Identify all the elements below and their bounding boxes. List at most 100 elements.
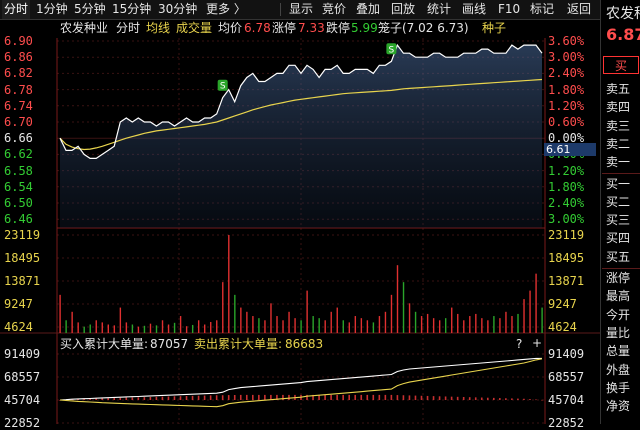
bigorder-diff-bar: [360, 394, 363, 401]
volume-bar: [252, 316, 254, 333]
auction-button[interactable]: 竞价: [322, 2, 347, 16]
bigorder-diff-bar: [306, 394, 308, 401]
volume-bar: [210, 321, 212, 333]
signal-mark-label: S: [389, 45, 395, 55]
bigorder-diff-bar: [468, 397, 471, 401]
bigorder-diff-bar: [282, 394, 284, 401]
add-icon[interactable]: +: [532, 336, 543, 350]
buy-button[interactable]: 买: [603, 56, 639, 74]
price-tick-label: 6.74: [4, 98, 33, 113]
bigorder-diff-bar: [414, 395, 417, 401]
tab-5min[interactable]: 5分钟: [74, 2, 106, 16]
volume-bar: [348, 322, 350, 333]
volume-bar: [312, 316, 314, 333]
bigorder-diff-bar: [426, 395, 429, 401]
tab-15min[interactable]: 15分钟: [112, 2, 152, 16]
volume-bar: [155, 325, 158, 333]
bigorder-diff-bar: [125, 397, 128, 401]
volume-bar: [161, 320, 164, 333]
help-icon[interactable]: ?: [516, 337, 523, 351]
bigorder-diff-bar: [312, 394, 314, 401]
volume-bar: [384, 311, 387, 333]
back-button[interactable]: 返回: [567, 2, 592, 16]
bigorder-diff-bar: [203, 395, 206, 401]
bigorder-diff-bar: [161, 396, 164, 401]
avg-price-label: 均价: [218, 21, 243, 35]
limit-down-label: 跌停: [326, 21, 351, 35]
limit-up-label: 涨停: [272, 21, 297, 35]
volume-tick-label: 13871: [4, 274, 41, 288]
bigorder-diff-bar: [366, 394, 369, 401]
price-tick-label: 6.86: [4, 50, 33, 65]
bigorder-diff-bar: [474, 397, 477, 401]
display-button[interactable]: 显示: [289, 2, 314, 16]
avg-line-label[interactable]: 均线: [146, 21, 171, 35]
f10-button[interactable]: F10: [498, 2, 521, 16]
statistics-button[interactable]: 统计: [427, 2, 452, 16]
bigorder-diff-bar: [288, 394, 290, 401]
volume-bar: [65, 320, 67, 333]
bigorder-diff-bar: [264, 394, 266, 401]
volume-bar: [360, 318, 363, 333]
volume-bar: [408, 303, 411, 333]
period-label[interactable]: 分时: [116, 21, 141, 35]
volume-bar: [216, 320, 218, 333]
tab-timeshare[interactable]: 分时: [2, 0, 31, 19]
bigorder-diff-bar: [462, 397, 465, 401]
volume-bar: [276, 316, 278, 333]
volume-bar: [113, 325, 116, 333]
volume-label[interactable]: 成交量: [176, 21, 213, 35]
volume-tick-label: 9247: [4, 297, 33, 311]
volume-bar: [390, 294, 393, 333]
percent-tick-label: 0.60%: [548, 115, 585, 129]
mark-button[interactable]: 标记: [530, 2, 555, 16]
bigorder-diff-bar: [438, 396, 441, 401]
quote-row-label: 总量: [606, 344, 631, 359]
quote-row-label: 买一: [606, 176, 631, 191]
bigorder-sell-label: 卖出累计大单量:: [194, 337, 283, 351]
limit-up-value: 7.33: [298, 21, 325, 35]
bigorder-tick-label: 45704: [4, 393, 41, 407]
volume-tick-label: 18495: [4, 251, 41, 265]
price-tick-label: 6.70: [4, 115, 33, 129]
price-line: [59, 43, 543, 159]
volume-bar: [95, 320, 97, 333]
percent-tick-label: 1.20%: [548, 98, 585, 113]
volume-bar: [222, 282, 224, 333]
volume-bar: [197, 320, 200, 333]
bigorder-diff-bar: [372, 394, 375, 401]
volume-bar: [336, 307, 338, 333]
quote-row-label: 卖四: [606, 100, 631, 115]
bigorder-diff-bar: [499, 398, 501, 401]
bigorder-diff-bar: [505, 398, 507, 401]
replay-button[interactable]: 回放: [391, 2, 416, 16]
cage-label: 笼子(7.02 6.73): [378, 21, 469, 35]
seed-label[interactable]: 种子: [482, 21, 507, 35]
volume-bar: [234, 294, 236, 333]
tab-1min[interactable]: 1分钟: [36, 2, 68, 16]
volume-bar: [438, 320, 441, 333]
bigorder-diff-bar: [227, 395, 230, 401]
bigorder-diff-bar: [456, 396, 459, 401]
volume-bar: [258, 318, 260, 333]
bigorder-tick-label: 68557: [548, 370, 585, 384]
volume-bar: [324, 320, 326, 333]
volume-bar: [246, 311, 248, 333]
bigorder-diff-bar: [119, 397, 122, 401]
volume-tick-label: 4624: [4, 320, 33, 334]
bigorder-diff-bar: [215, 395, 218, 401]
overlay-button[interactable]: 叠加: [356, 2, 381, 16]
volume-bar: [499, 318, 501, 333]
bigorder-diff-bar: [432, 396, 435, 401]
bigorder-diff-bar: [408, 395, 411, 401]
volume-bar: [294, 318, 296, 333]
volume-bar: [420, 316, 423, 333]
tab-more[interactable]: 更多 〉: [206, 2, 246, 16]
bigorder-tick-label: 68557: [4, 370, 41, 384]
tab-30min[interactable]: 30分钟: [158, 2, 198, 16]
volume-bar: [89, 324, 91, 333]
bigorder-diff-bar: [143, 397, 146, 401]
price-tick-label: 6.46: [4, 212, 33, 227]
signal-mark-label: S: [220, 82, 226, 92]
draw-line-button[interactable]: 画线: [462, 2, 487, 16]
